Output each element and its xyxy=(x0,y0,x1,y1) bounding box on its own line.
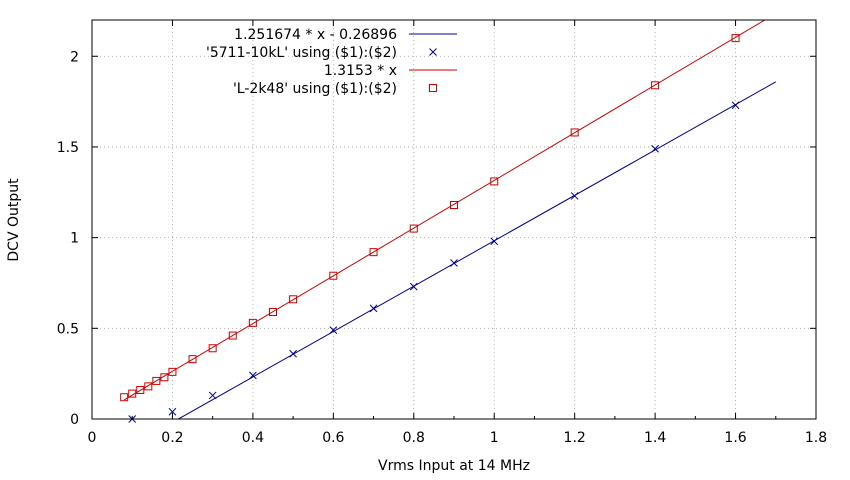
data-point-3 xyxy=(168,367,177,376)
data-point-3 xyxy=(731,34,740,43)
legend-label: '5711-10kL' using ($1):($2) xyxy=(206,45,397,61)
legend: 1.251674 * x - 0.26896 '5711-10kL' using … xyxy=(206,27,457,97)
data-point-3 xyxy=(120,393,129,402)
x-tick-label: 1 xyxy=(490,430,499,446)
legend-label: 1.3153 * x xyxy=(324,63,397,79)
x-tick-label: 1.6 xyxy=(724,430,746,446)
data-point-3 xyxy=(369,248,378,257)
data-point-1 xyxy=(208,391,217,400)
x-tick-label: 0.6 xyxy=(322,430,344,446)
data-point-3 xyxy=(490,177,499,186)
y-axis-label: DCV Output xyxy=(6,178,22,262)
legend-label: 'L-2k48' using ($1):($2) xyxy=(233,81,397,97)
y-tick-label: 1.5 xyxy=(57,140,79,156)
x-tick-label: 1.8 xyxy=(805,430,827,446)
fit-line-0 xyxy=(178,81,777,419)
data-point-3 xyxy=(651,81,660,90)
data-point-3 xyxy=(136,385,145,394)
data-point-3 xyxy=(208,344,217,353)
y-tick-label: 0 xyxy=(70,412,79,428)
data-point-3 xyxy=(228,331,237,340)
x-tick-label: 0.4 xyxy=(242,430,264,446)
data-point-3 xyxy=(570,128,579,137)
data-point-3 xyxy=(160,373,169,382)
data-points xyxy=(120,34,740,423)
x-tick-label: 1.2 xyxy=(564,430,586,446)
data-point-1 xyxy=(249,371,257,380)
data-point-3 xyxy=(152,376,161,385)
y-tick-label: 1 xyxy=(70,231,79,247)
x-axis-label: Vrms Input at 14 MHz xyxy=(378,458,530,474)
legend-marker-sample xyxy=(429,48,437,56)
data-point-3 xyxy=(248,318,257,327)
legend-label: 1.251674 * x - 0.26896 xyxy=(234,27,397,43)
data-point-1 xyxy=(409,282,418,291)
fit-lines xyxy=(123,20,777,419)
data-point-3 xyxy=(188,355,197,364)
data-point-1 xyxy=(651,144,659,153)
data-point-1 xyxy=(329,326,338,334)
grid xyxy=(92,20,816,419)
x-tick-label: 0.8 xyxy=(403,430,425,446)
plot-frame xyxy=(91,19,817,420)
x-tick-label: 0 xyxy=(88,430,97,446)
x-tick-label: 1.4 xyxy=(644,430,666,446)
x-tick-label: 0.2 xyxy=(161,430,183,446)
fit-line-2 xyxy=(123,20,766,401)
data-point-3 xyxy=(329,271,338,280)
data-point-1 xyxy=(168,407,177,416)
data-point-1 xyxy=(369,304,378,313)
data-point-1 xyxy=(490,237,499,246)
data-point-3 xyxy=(450,200,458,209)
data-point-3 xyxy=(144,382,153,391)
data-point-3 xyxy=(269,307,277,316)
axis-ticks: 0 0.2 0.4 0.6 0.8 1 1.2 1.4 1.6 1.8 0 0.5 1 1.5 2 xyxy=(57,20,827,446)
y-tick-label: 0.5 xyxy=(57,321,79,337)
data-point-1 xyxy=(731,101,740,110)
data-point-1 xyxy=(450,259,458,267)
data-point-1 xyxy=(289,349,297,358)
y-tick-label: 2 xyxy=(70,49,79,65)
legend-marker-sample xyxy=(429,84,437,92)
data-point-3 xyxy=(128,389,137,398)
data-point-1 xyxy=(570,192,579,200)
data-point-3 xyxy=(409,224,418,233)
data-point-3 xyxy=(289,295,298,304)
